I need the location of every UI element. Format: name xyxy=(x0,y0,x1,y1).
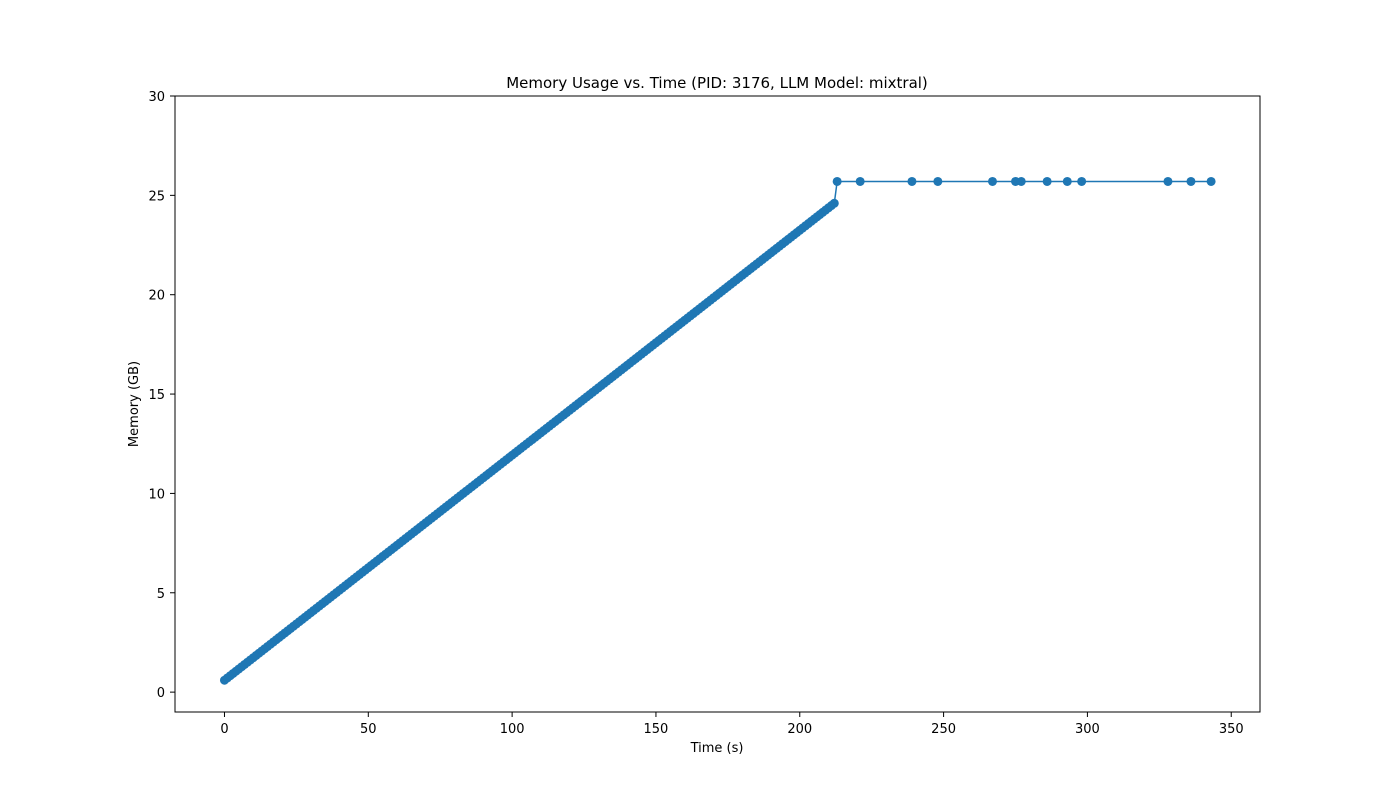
x-tick-label: 250 xyxy=(931,722,956,737)
y-axis-ticks: 0 5 10 15 20 25 30 xyxy=(148,90,175,701)
y-tick-label: 15 xyxy=(148,388,165,403)
x-tick-label: 350 xyxy=(1219,722,1244,737)
data-point xyxy=(1186,176,1196,186)
y-tick-label: 20 xyxy=(148,289,165,304)
x-tick-label: 300 xyxy=(1075,722,1100,737)
y-tick-label: 10 xyxy=(148,487,165,502)
x-tick-label: 100 xyxy=(500,722,525,737)
data-point xyxy=(1077,176,1087,186)
y-tick-label: 25 xyxy=(148,189,165,204)
data-point xyxy=(987,176,997,186)
data-point xyxy=(832,176,842,186)
data-point xyxy=(907,176,917,186)
y-axis-label: Memory (GB) xyxy=(127,361,142,447)
x-tick-label: 50 xyxy=(360,722,377,737)
data-point xyxy=(933,176,943,186)
data-point xyxy=(829,198,839,208)
x-axis-ticks: 0 50 100 150 200 250 300 350 xyxy=(220,712,1244,737)
y-tick-label: 30 xyxy=(148,90,165,105)
series-layer xyxy=(219,176,1216,685)
data-point xyxy=(1016,176,1026,186)
data-point xyxy=(1163,176,1173,186)
series-line xyxy=(224,180,1212,681)
x-tick-label: 200 xyxy=(787,722,812,737)
x-tick-label: 150 xyxy=(644,722,669,737)
data-point xyxy=(1206,176,1216,186)
data-point xyxy=(855,176,865,186)
x-tick-label: 0 xyxy=(220,722,228,737)
y-tick-label: 0 xyxy=(157,686,165,701)
y-tick-label: 5 xyxy=(157,587,165,602)
data-point xyxy=(1042,176,1052,186)
data-point xyxy=(1062,176,1072,186)
plot-frame xyxy=(174,95,1261,713)
x-axis-label: Time (s) xyxy=(690,741,744,756)
chart-title: Memory Usage vs. Time (PID: 3176, LLM Mo… xyxy=(506,74,928,92)
